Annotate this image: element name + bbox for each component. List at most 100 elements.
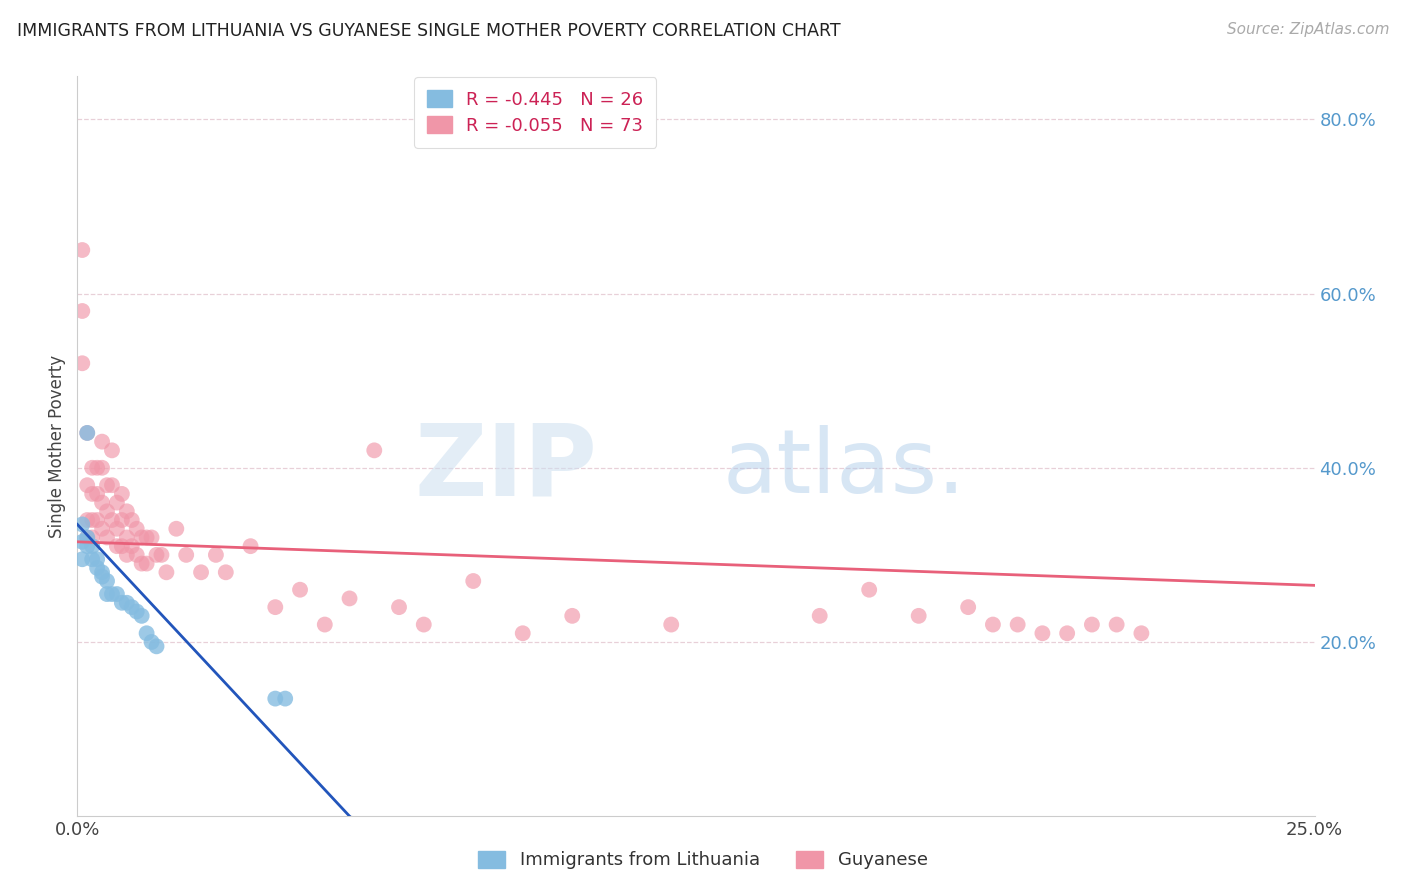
Point <box>82 487 104 501</box>
Text: atlas.: atlas. <box>723 425 966 512</box>
Point <box>111 539 134 553</box>
Point <box>96 504 118 518</box>
Point <box>314 617 336 632</box>
Point <box>105 587 128 601</box>
Point <box>72 517 94 532</box>
Point <box>121 600 143 615</box>
Text: ZIP: ZIP <box>415 420 598 516</box>
Point <box>96 531 118 545</box>
Point <box>86 513 108 527</box>
Point <box>76 478 98 492</box>
Point <box>135 557 157 571</box>
Point <box>72 534 94 549</box>
Point <box>76 539 98 553</box>
Point <box>463 574 485 588</box>
Point <box>165 522 187 536</box>
Point <box>72 304 94 318</box>
Point <box>957 600 980 615</box>
Point <box>86 561 108 575</box>
Point <box>141 635 163 649</box>
Point <box>174 548 197 562</box>
Point <box>145 548 167 562</box>
Point <box>412 617 434 632</box>
Point <box>115 504 138 518</box>
Point <box>858 582 880 597</box>
Point <box>215 566 238 580</box>
Point <box>141 531 163 545</box>
Point <box>96 478 118 492</box>
Point <box>659 617 682 632</box>
Point <box>131 531 153 545</box>
Point <box>86 487 108 501</box>
Point <box>82 513 104 527</box>
Point <box>115 596 138 610</box>
Point <box>105 539 128 553</box>
Point <box>145 640 167 654</box>
Point <box>96 574 118 588</box>
Point <box>388 600 411 615</box>
Point <box>115 548 138 562</box>
Point <box>86 460 108 475</box>
Point <box>150 548 173 562</box>
Point <box>1105 617 1128 632</box>
Legend: R = -0.445   N = 26, R = -0.055   N = 73: R = -0.445 N = 26, R = -0.055 N = 73 <box>413 78 657 147</box>
Point <box>101 587 124 601</box>
Point <box>76 513 98 527</box>
Point <box>111 596 134 610</box>
Point <box>125 548 148 562</box>
Point <box>86 552 108 566</box>
Point <box>1031 626 1053 640</box>
Point <box>101 478 124 492</box>
Text: Source: ZipAtlas.com: Source: ZipAtlas.com <box>1226 22 1389 37</box>
Point <box>82 531 104 545</box>
Point <box>101 513 124 527</box>
Point <box>135 626 157 640</box>
Point <box>91 495 114 509</box>
Point <box>76 531 98 545</box>
Point <box>1056 626 1078 640</box>
Point <box>72 552 94 566</box>
Point <box>76 531 98 545</box>
Point <box>561 608 583 623</box>
Point <box>155 566 177 580</box>
Point <box>1081 617 1104 632</box>
Point <box>82 552 104 566</box>
Point <box>96 587 118 601</box>
Point <box>339 591 361 606</box>
Point <box>288 582 311 597</box>
Point <box>125 605 148 619</box>
Point <box>72 356 94 370</box>
Point <box>135 531 157 545</box>
Point <box>82 539 104 553</box>
Point <box>121 539 143 553</box>
Point <box>131 608 153 623</box>
Point <box>1130 626 1153 640</box>
Point <box>981 617 1004 632</box>
Point <box>76 425 98 440</box>
Point <box>111 487 134 501</box>
Point <box>91 566 114 580</box>
Point <box>91 569 114 583</box>
Text: IMMIGRANTS FROM LITHUANIA VS GUYANESE SINGLE MOTHER POVERTY CORRELATION CHART: IMMIGRANTS FROM LITHUANIA VS GUYANESE SI… <box>17 22 841 40</box>
Point <box>76 425 98 440</box>
Point <box>105 495 128 509</box>
Point <box>91 434 114 449</box>
Point <box>808 608 831 623</box>
Point <box>131 557 153 571</box>
Legend: Immigrants from Lithuania, Guyanese: Immigrants from Lithuania, Guyanese <box>470 842 936 879</box>
Point <box>239 539 262 553</box>
Point <box>264 600 287 615</box>
Y-axis label: Single Mother Poverty: Single Mother Poverty <box>48 354 66 538</box>
Point <box>91 522 114 536</box>
Point <box>115 531 138 545</box>
Point <box>72 243 94 257</box>
Point <box>907 608 929 623</box>
Point <box>264 691 287 706</box>
Point <box>101 443 124 458</box>
Point <box>82 460 104 475</box>
Point <box>274 691 297 706</box>
Point <box>111 513 134 527</box>
Point <box>512 626 534 640</box>
Point <box>205 548 228 562</box>
Point <box>125 522 148 536</box>
